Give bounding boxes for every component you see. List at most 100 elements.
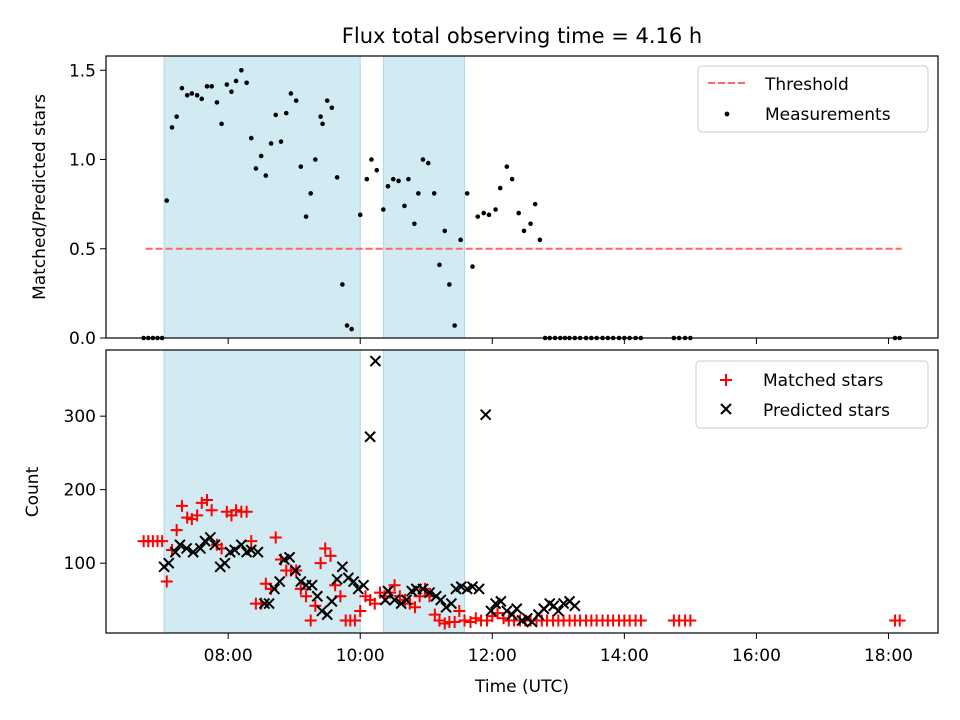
observing-interval bbox=[163, 55, 361, 339]
predicted-point bbox=[169, 546, 182, 558]
measurement-point bbox=[288, 91, 294, 96]
predicted-point bbox=[388, 594, 401, 606]
predicted-point bbox=[395, 597, 407, 610]
predicted-point bbox=[289, 564, 302, 577]
y-ticks: 100 200 300 bbox=[64, 407, 106, 574]
measurement-point bbox=[416, 191, 421, 196]
measurement-point bbox=[481, 210, 487, 216]
predicted-point bbox=[342, 572, 355, 584]
predicted-point bbox=[268, 583, 281, 595]
measurement-point bbox=[493, 207, 498, 212]
measurement-point bbox=[442, 228, 448, 234]
measurement-point bbox=[475, 214, 481, 219]
observing-interval bbox=[382, 55, 466, 339]
measurement-point bbox=[412, 221, 417, 227]
predicted-point bbox=[552, 605, 565, 617]
predicted-point bbox=[235, 539, 248, 551]
predicted-point bbox=[435, 594, 447, 606]
measurement-point bbox=[233, 78, 239, 84]
x-tick-label: 12:00 bbox=[468, 646, 517, 666]
predicted-point bbox=[423, 586, 436, 599]
predicted-point bbox=[209, 539, 221, 551]
measurement-point bbox=[486, 212, 492, 218]
legend-box bbox=[695, 360, 929, 429]
measurement-point bbox=[308, 191, 313, 196]
predicted-point bbox=[511, 603, 523, 615]
matched-point bbox=[354, 604, 367, 617]
y-tick-label: 200 bbox=[64, 481, 96, 501]
matched-point bbox=[269, 531, 282, 544]
measurement-point bbox=[169, 125, 175, 130]
matched-point bbox=[230, 504, 243, 517]
ratio-panel: 0.0 0.5 1.0 1.5 Matched/Predicted stars Thr… bbox=[30, 55, 939, 349]
legend-label: Predicted stars bbox=[763, 401, 890, 421]
matched-point bbox=[201, 493, 214, 506]
measurement-point bbox=[396, 178, 401, 184]
predicted-point bbox=[347, 575, 360, 588]
measurement-point bbox=[244, 80, 249, 86]
matched-point bbox=[409, 601, 422, 614]
matched-point bbox=[634, 614, 647, 627]
predicted-point bbox=[445, 597, 458, 610]
measurement-point bbox=[452, 323, 457, 328]
predicted-point bbox=[311, 590, 324, 602]
measurement-point bbox=[521, 228, 527, 234]
measurement-point bbox=[374, 167, 380, 173]
measurement-point bbox=[273, 112, 279, 118]
predicted-point bbox=[258, 597, 271, 610]
predicted-point bbox=[473, 583, 485, 595]
measurement-point bbox=[320, 121, 325, 127]
measurement-point bbox=[298, 164, 304, 169]
legend-matched-swatch bbox=[720, 374, 732, 386]
measurement-point bbox=[199, 96, 205, 102]
predicted-point bbox=[187, 546, 199, 558]
measurement-point bbox=[425, 160, 431, 166]
measurement-point bbox=[369, 157, 374, 162]
predicted-point bbox=[479, 408, 492, 421]
predicted-point bbox=[501, 605, 513, 617]
x-ticks: 08:00 10:00 12:00 14:00 16:00 18:00 bbox=[204, 633, 913, 666]
matched-point bbox=[368, 597, 381, 610]
predicted-point bbox=[245, 544, 257, 556]
measurement-point bbox=[239, 67, 244, 73]
measurement-point bbox=[516, 210, 521, 216]
measurement-point bbox=[344, 323, 350, 328]
y-tick-label: 1.0 bbox=[69, 151, 96, 171]
measurement-point bbox=[402, 203, 407, 209]
measurement-point bbox=[390, 176, 396, 182]
predicted-point bbox=[369, 355, 382, 367]
y-axis-label: Count bbox=[23, 466, 43, 517]
measurement-point bbox=[278, 139, 284, 144]
measurement-point bbox=[293, 98, 299, 103]
measurement-point bbox=[303, 214, 309, 219]
predicted-point bbox=[466, 580, 479, 593]
legend-box bbox=[697, 65, 929, 133]
matched-point bbox=[433, 614, 446, 627]
y-tick-label: 0.5 bbox=[69, 240, 96, 260]
matched-point bbox=[304, 614, 317, 627]
measurement-point bbox=[537, 237, 543, 243]
legend-label: Matched stars bbox=[763, 371, 883, 391]
predicted-point bbox=[174, 539, 186, 551]
predicted-point bbox=[557, 597, 570, 610]
measurement-point bbox=[532, 201, 538, 207]
measurement-point bbox=[209, 84, 214, 89]
x-axis-label: Time (UTC) bbox=[474, 677, 569, 697]
measurement-point bbox=[385, 183, 391, 189]
predicted-point bbox=[273, 575, 286, 588]
y-tick-label: 0.0 bbox=[69, 329, 96, 349]
measurement-point bbox=[194, 92, 200, 98]
measurement-point bbox=[248, 135, 254, 141]
x-tick-label: 10:00 bbox=[336, 646, 385, 666]
predicted-point bbox=[163, 557, 175, 569]
matched-point bbox=[314, 557, 327, 570]
predicted-point bbox=[194, 542, 207, 555]
measurement-point bbox=[464, 191, 470, 196]
measurement-point bbox=[219, 121, 224, 127]
matched-point bbox=[319, 542, 332, 555]
measurement-point bbox=[324, 98, 330, 103]
measurement-point bbox=[189, 91, 195, 96]
measurement-point bbox=[263, 173, 269, 178]
measurement-point bbox=[329, 105, 335, 111]
matched-point bbox=[195, 496, 208, 509]
